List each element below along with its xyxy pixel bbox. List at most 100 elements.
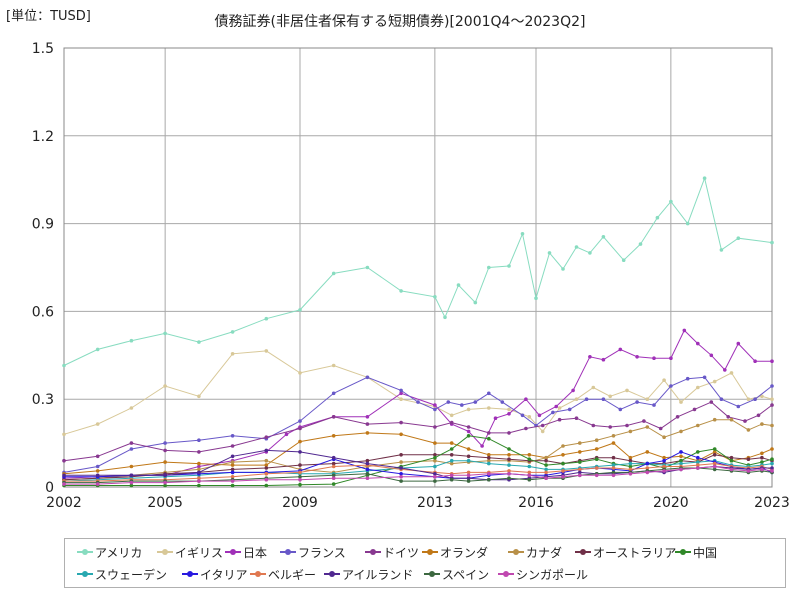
data-point (365, 467, 370, 472)
legend-item: シンガポール (498, 566, 588, 582)
data-point (679, 461, 683, 466)
data-point (433, 453, 437, 457)
data-point (487, 458, 491, 463)
data-point (729, 371, 734, 375)
data-point (662, 469, 666, 473)
data-point (645, 466, 650, 470)
data-point (507, 447, 511, 451)
data-point (230, 460, 235, 464)
data-point (712, 450, 717, 454)
data-point (331, 461, 336, 466)
legend-item: オランダ (422, 544, 488, 560)
data-point (628, 472, 633, 476)
data-point (578, 441, 582, 445)
data-point (480, 444, 484, 448)
data-point (500, 400, 505, 404)
data-point (298, 426, 302, 431)
data-point (729, 458, 734, 463)
data-point (625, 388, 629, 393)
data-point (264, 466, 269, 470)
series-line (63, 401, 773, 462)
data-point (365, 375, 370, 380)
data-point (449, 477, 454, 482)
data-point (433, 472, 437, 476)
data-point (645, 461, 650, 466)
data-point (712, 447, 717, 451)
legend-swatch (424, 569, 440, 579)
data-point (621, 258, 626, 263)
data-point (669, 384, 673, 388)
data-point (399, 479, 403, 483)
data-point (449, 447, 454, 451)
data-point (712, 453, 717, 457)
data-point (578, 460, 582, 464)
data-point (628, 429, 633, 434)
data-point (527, 470, 532, 475)
data-point (574, 245, 579, 249)
data-point (331, 363, 336, 368)
data-point (534, 296, 538, 301)
data-point (197, 483, 201, 488)
data-point (264, 316, 269, 321)
data-point (527, 473, 532, 478)
data-point (736, 236, 741, 240)
data-point (298, 470, 302, 475)
data-point (635, 400, 639, 404)
legend-item: スウェーデン (77, 566, 167, 582)
data-point (433, 441, 437, 445)
data-point (331, 482, 336, 486)
data-point (578, 473, 582, 478)
data-point (719, 397, 724, 402)
legend-swatch (280, 547, 296, 557)
data-point (197, 450, 201, 454)
data-point (443, 315, 447, 320)
data-point (487, 472, 491, 476)
data-point (524, 426, 528, 431)
data-point (487, 477, 491, 482)
data-point (696, 450, 700, 454)
grid (64, 48, 772, 487)
data-point (487, 265, 491, 270)
data-point (62, 482, 66, 486)
data-point (736, 404, 741, 409)
data-point (399, 460, 403, 464)
data-point (163, 441, 167, 445)
legend-item: アイルランド (324, 566, 413, 582)
data-point (298, 419, 302, 423)
data-point (446, 400, 451, 404)
data-point (561, 475, 565, 479)
data-point (449, 453, 454, 457)
data-point (264, 472, 269, 476)
data-point (540, 429, 545, 434)
data-point (298, 439, 302, 444)
data-point (652, 403, 656, 407)
data-point (331, 455, 336, 460)
data-point (540, 423, 545, 428)
data-point (466, 479, 471, 483)
data-point (264, 435, 269, 440)
data-point (544, 458, 548, 463)
series-14 (62, 464, 774, 486)
data-point (544, 467, 548, 472)
data-point (578, 450, 582, 454)
data-point (507, 264, 511, 268)
data-point (594, 447, 599, 451)
legend-label: ドイツ (383, 545, 420, 560)
series (62, 176, 774, 488)
data-point (662, 378, 666, 383)
data-point (507, 463, 511, 467)
data-point (557, 417, 562, 422)
data-point (746, 469, 751, 473)
legend-item: スペイン (424, 566, 489, 582)
data-point (449, 420, 454, 425)
data-point (433, 458, 437, 463)
data-point (197, 464, 201, 469)
data-point (638, 242, 643, 246)
data-point (95, 422, 100, 426)
data-point (760, 467, 764, 472)
data-point (537, 413, 542, 418)
data-point (658, 426, 663, 431)
data-point (578, 470, 582, 475)
y-axis: 0 0.3 0.6 0.9 1.2 1.5 (32, 41, 54, 496)
